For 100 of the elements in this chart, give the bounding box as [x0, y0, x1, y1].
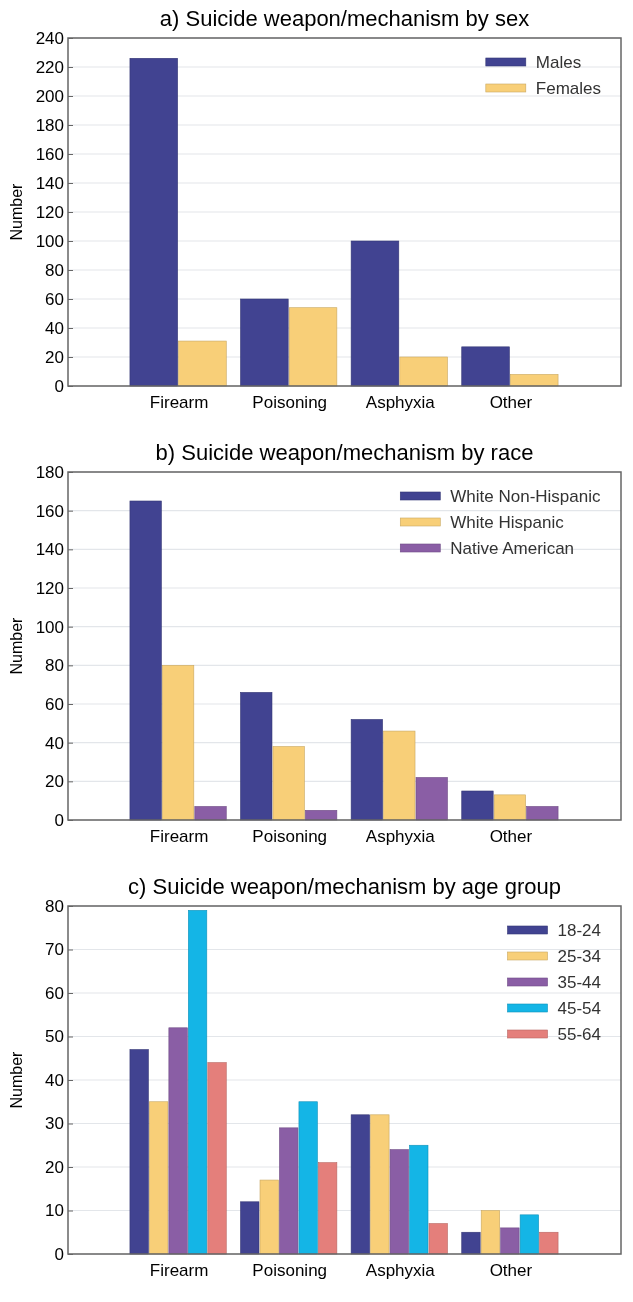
y-tick-label: 120: [35, 202, 64, 222]
chart-title: a) Suicide weapon/mechanism by sex: [159, 6, 530, 31]
y-tick-label: 50: [45, 1027, 64, 1047]
x-tick-label: Poisoning: [252, 1260, 328, 1280]
legend-label: Females: [535, 78, 601, 98]
bar: [129, 58, 178, 387]
x-tick-label: Firearm: [149, 826, 209, 846]
bar: [129, 1049, 149, 1255]
bar: [188, 910, 208, 1255]
bar: [318, 1162, 338, 1255]
chart-title: c) Suicide weapon/mechanism by age group: [128, 874, 561, 899]
x-tick-label: Firearm: [149, 1260, 209, 1280]
x-tick-label: Firearm: [149, 392, 209, 412]
bar: [526, 806, 559, 821]
y-tick-label: 120: [35, 578, 64, 598]
bar: [461, 1231, 481, 1255]
chart-title: b) Suicide weapon/mechanism by race: [155, 440, 534, 465]
bar: [279, 1127, 299, 1255]
bar: [240, 298, 289, 387]
bar: [415, 777, 448, 821]
bar: [519, 1214, 539, 1255]
bar: [409, 1144, 429, 1255]
y-tick-label: 200: [35, 86, 64, 106]
y-tick-label: 0: [54, 376, 64, 396]
y-tick-label: 20: [45, 347, 64, 367]
y-tick-label: 240: [35, 28, 64, 48]
y-tick-label: 0: [54, 810, 64, 830]
y-tick-label: 160: [35, 501, 64, 521]
bar: [240, 692, 273, 821]
y-tick-label: 60: [45, 694, 64, 714]
bar: [240, 1201, 260, 1255]
bar: [461, 346, 510, 387]
legend-label: White Non-Hispanic: [450, 486, 601, 506]
bar: [350, 240, 400, 387]
y-tick-label: 20: [45, 1157, 64, 1177]
y-tick-label: 80: [45, 896, 64, 916]
y-tick-label: 0: [54, 1244, 64, 1264]
y-tick-label: 40: [45, 1070, 64, 1090]
y-tick-label: 180: [35, 115, 64, 135]
x-tick-label: Other: [489, 392, 533, 412]
y-tick-label: 100: [35, 617, 64, 637]
bar: [129, 500, 162, 821]
y-axis-title: Number: [8, 616, 25, 675]
bar: [493, 794, 526, 821]
bar: [428, 1223, 448, 1255]
bar: [288, 307, 338, 387]
x-tick-label: Other: [489, 1260, 533, 1280]
legend-label: 18-24: [557, 920, 601, 940]
bar: [539, 1231, 559, 1255]
x-tick-label: Poisoning: [252, 392, 328, 412]
legend-label: 45-54: [557, 998, 601, 1018]
legend-label: 25-34: [557, 946, 601, 966]
x-tick-label: Asphyxia: [365, 1260, 436, 1280]
y-tick-label: 220: [35, 57, 64, 77]
bar: [500, 1227, 520, 1255]
y-tick-label: 100: [35, 231, 64, 251]
y-tick-label: 80: [45, 260, 64, 280]
bar: [350, 719, 383, 821]
bar: [162, 665, 195, 821]
bar: [383, 730, 416, 821]
legend-label: Males: [535, 52, 582, 72]
y-tick-label: 70: [45, 940, 64, 960]
bar: [194, 806, 227, 821]
x-tick-label: Other: [489, 826, 533, 846]
y-tick-label: 10: [45, 1201, 64, 1221]
bar: [207, 1062, 227, 1255]
bar: [168, 1027, 188, 1255]
x-tick-label: Asphyxia: [365, 826, 436, 846]
bar: [178, 340, 227, 387]
y-tick-label: 160: [35, 144, 64, 164]
legend-label: 55-64: [557, 1024, 601, 1044]
bar: [298, 1101, 318, 1255]
y-tick-label: 40: [45, 318, 64, 338]
bar: [149, 1101, 169, 1255]
y-tick-label: 60: [45, 983, 64, 1003]
bar: [461, 790, 494, 821]
y-tick-label: 40: [45, 733, 64, 753]
y-tick-label: 60: [45, 289, 64, 309]
bar: [305, 810, 338, 821]
legend-label: White Hispanic: [450, 512, 565, 532]
bar: [389, 1149, 409, 1255]
legend-label: Native American: [450, 538, 575, 558]
y-tick-label: 140: [35, 173, 64, 193]
y-tick-label: 180: [35, 462, 64, 482]
bar: [350, 1114, 370, 1255]
bar: [259, 1179, 279, 1255]
bar: [480, 1210, 500, 1255]
bar: [272, 746, 305, 821]
x-tick-label: Asphyxia: [365, 392, 436, 412]
bar: [510, 374, 559, 387]
y-tick-label: 140: [35, 540, 64, 560]
y-tick-label: 30: [45, 1114, 64, 1134]
y-tick-label: 20: [45, 772, 64, 792]
bar: [370, 1114, 390, 1255]
y-axis-title: Number: [8, 182, 25, 241]
bar: [399, 356, 448, 387]
y-axis-title: Number: [8, 1050, 25, 1109]
legend-label: 35-44: [557, 972, 601, 992]
y-tick-label: 80: [45, 656, 64, 676]
x-tick-label: Poisoning: [252, 826, 328, 846]
